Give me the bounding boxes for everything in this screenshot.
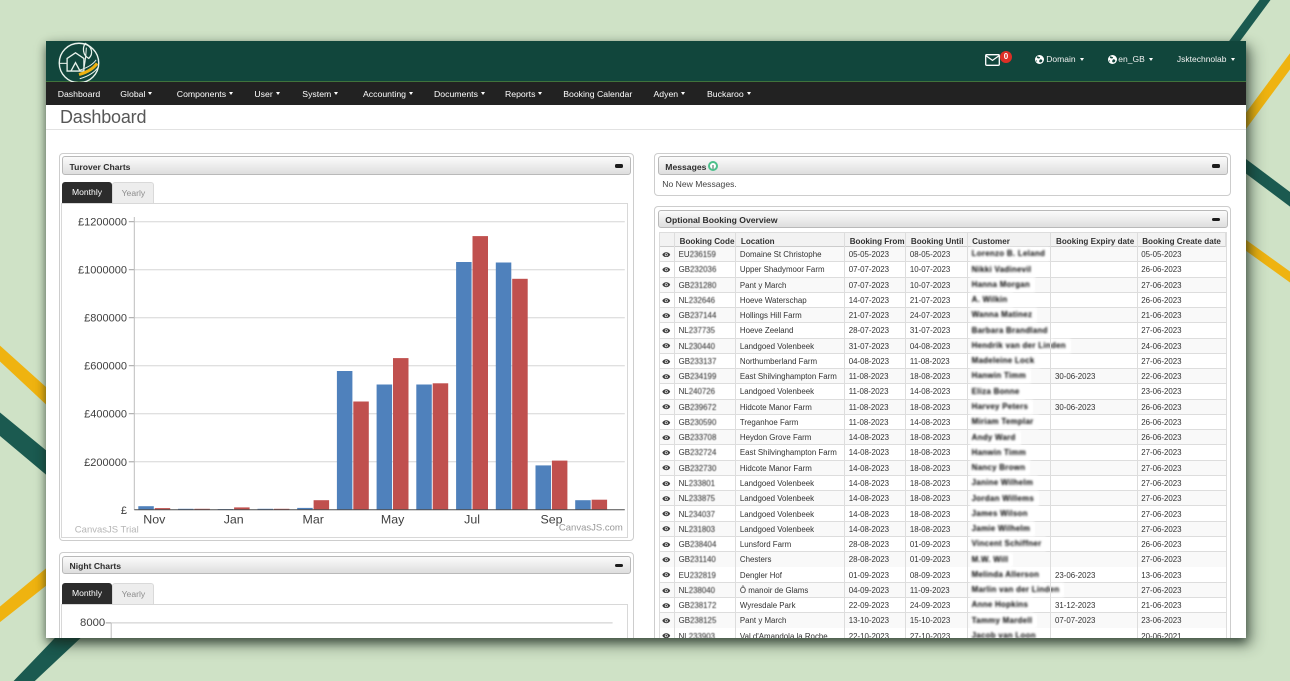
svg-text:May: May xyxy=(381,512,405,526)
svg-text:Jul: Jul xyxy=(464,512,480,526)
svg-text:£800000: £800000 xyxy=(84,313,127,325)
svg-text:£1000000: £1000000 xyxy=(78,265,127,277)
svg-text:8000: 8000 xyxy=(80,617,105,629)
svg-text:£400000: £400000 xyxy=(84,409,127,421)
svg-text:Sep: Sep xyxy=(541,512,563,526)
svg-text:£600000: £600000 xyxy=(84,361,127,373)
svg-text:£1200000: £1200000 xyxy=(78,217,127,229)
svg-text:CanvasJS Trial: CanvasJS Trial xyxy=(75,524,139,535)
svg-text:Jan: Jan xyxy=(224,512,244,526)
svg-text:Mar: Mar xyxy=(303,512,324,526)
svg-text:CanvasJS.com: CanvasJS.com xyxy=(559,522,623,533)
svg-text:Nov: Nov xyxy=(143,512,166,526)
svg-text:£: £ xyxy=(121,505,127,517)
svg-text:£200000: £200000 xyxy=(84,457,127,469)
